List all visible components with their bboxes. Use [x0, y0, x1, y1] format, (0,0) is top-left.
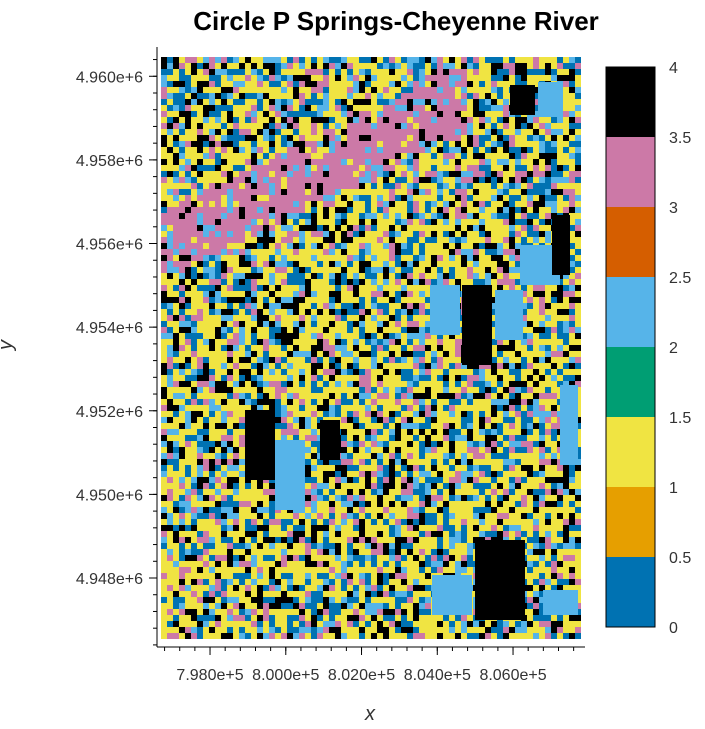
- chart-title: Circle P Springs-Cheyenne River: [193, 6, 599, 36]
- x-tick-label: 8.000e+5: [252, 667, 319, 684]
- x-tick-label: 7.980e+5: [176, 667, 243, 684]
- x-axis-label: x: [364, 703, 376, 725]
- y-tick-label: 4.950e+6: [76, 487, 143, 504]
- colorbar-tick-label: 1: [669, 480, 678, 497]
- colorbar-tick-label: 3: [669, 200, 678, 217]
- colorbar-bin: [606, 347, 655, 417]
- x-tick-label: 8.060e+5: [479, 667, 546, 684]
- colorbar-bin: [606, 277, 655, 347]
- x-axis: 7.980e+5 8.000e+5 8.020e+5 8.040e+5 8.060e+5: [157, 646, 585, 684]
- y-tick-label: 4.954e+6: [76, 320, 143, 337]
- y-tick-label: 4.956e+6: [76, 237, 143, 254]
- colorbar-bin: [606, 207, 655, 277]
- colorbar-tick-label: 3.5: [669, 130, 691, 147]
- y-tick-label: 4.952e+6: [76, 404, 143, 421]
- x-tick-label: 8.020e+5: [328, 667, 395, 684]
- y-axis-label: y: [0, 339, 17, 352]
- colorbar-tick-label: 2.5: [669, 270, 691, 287]
- colorbar-bin: [606, 417, 655, 487]
- y-axis: 4.948e+6 4.950e+6 4.952e+6 4.954e+6 4.956e+6…: [76, 47, 158, 647]
- colorbar-tick-label: 4: [669, 60, 678, 77]
- raster-image: [161, 57, 581, 639]
- colorbar-tick-label: 0.5: [669, 550, 691, 567]
- colorbar-tick-label: 1.5: [669, 410, 691, 427]
- y-tick-label: 4.960e+6: [76, 69, 143, 86]
- y-tick-label: 4.958e+6: [76, 153, 143, 170]
- colorbar-bin: [606, 487, 655, 557]
- plot-area[interactable]: [157, 47, 585, 647]
- colorbar-tick-label: 2: [669, 340, 678, 357]
- colorbar-tick-label: 0: [669, 620, 678, 637]
- x-tick-label: 8.040e+5: [404, 667, 471, 684]
- colorbar-bin: [606, 67, 655, 137]
- colorbar: 0 0.5 1 1.5 2 2.5 3 3.5 4: [605, 60, 691, 637]
- y-tick-label: 4.948e+6: [76, 571, 143, 588]
- colorbar-bin: [606, 137, 655, 207]
- colorbar-bin: [606, 557, 655, 627]
